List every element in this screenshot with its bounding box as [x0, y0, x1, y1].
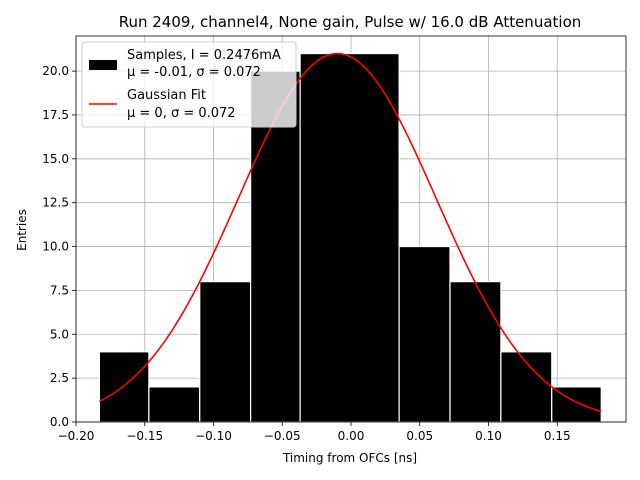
x-tick-label: 0.05	[406, 429, 433, 443]
x-ticks: −0.20 −0.15 −0.10 −0.05 0.00 0.05 0.10 0.15	[58, 422, 571, 443]
y-tick-label: 10.0	[42, 240, 69, 254]
histogram-bar	[299, 52, 400, 423]
x-tick-label: 0.10	[475, 429, 502, 443]
legend-histogram-label-line1: Samples, I = 0.2476mA	[127, 48, 281, 63]
x-axis-label: Timing from OFCs [ns]	[282, 451, 417, 465]
y-tick-label: 0.0	[50, 415, 69, 429]
histogram-bar	[98, 351, 150, 423]
histogram-bar	[148, 386, 201, 423]
legend-fit-label-line1: Gaussian Fit	[127, 88, 206, 103]
x-tick-label: 0.15	[544, 429, 571, 443]
gaussian-fit	[99, 52, 602, 413]
x-tick-label: −0.15	[126, 429, 163, 443]
y-tick-label: 7.5	[50, 283, 69, 297]
gaussian-fit-curve	[99, 52, 602, 413]
x-tick-label: −0.20	[58, 429, 95, 443]
legend: Samples, I = 0.2476mA μ = -0.01, σ = 0.0…	[81, 41, 297, 128]
chart-title: Run 2409, channel4, None gain, Pulse w/ …	[119, 13, 582, 31]
x-tick-label: −0.05	[264, 429, 301, 443]
y-tick-label: 5.0	[50, 327, 69, 341]
y-axis-label: Entries	[15, 209, 29, 251]
y-tick-label: 12.5	[42, 196, 69, 210]
y-ticks: 0.0 2.5 5.0 7.5 10.0 12.5 15.0 17.5 20.0	[42, 64, 76, 429]
x-tick-label: 0.00	[338, 429, 365, 443]
histogram-bar	[449, 281, 502, 423]
y-tick-label: 17.5	[42, 108, 69, 122]
y-tick-label: 15.0	[42, 152, 69, 166]
legend-box	[81, 41, 297, 128]
legend-fit-label-line2: μ = 0, σ = 0.072	[127, 106, 236, 121]
histogram-bar	[199, 281, 252, 423]
histogram-bar	[398, 245, 451, 423]
legend-histogram-label-line2: μ = -0.01, σ = 0.072	[127, 65, 261, 80]
legend-histogram-swatch	[89, 60, 117, 70]
y-tick-label: 20.0	[42, 64, 69, 78]
y-tick-label: 2.5	[50, 371, 69, 385]
x-tick-label: −0.10	[195, 429, 232, 443]
histogram-bars	[98, 52, 602, 423]
